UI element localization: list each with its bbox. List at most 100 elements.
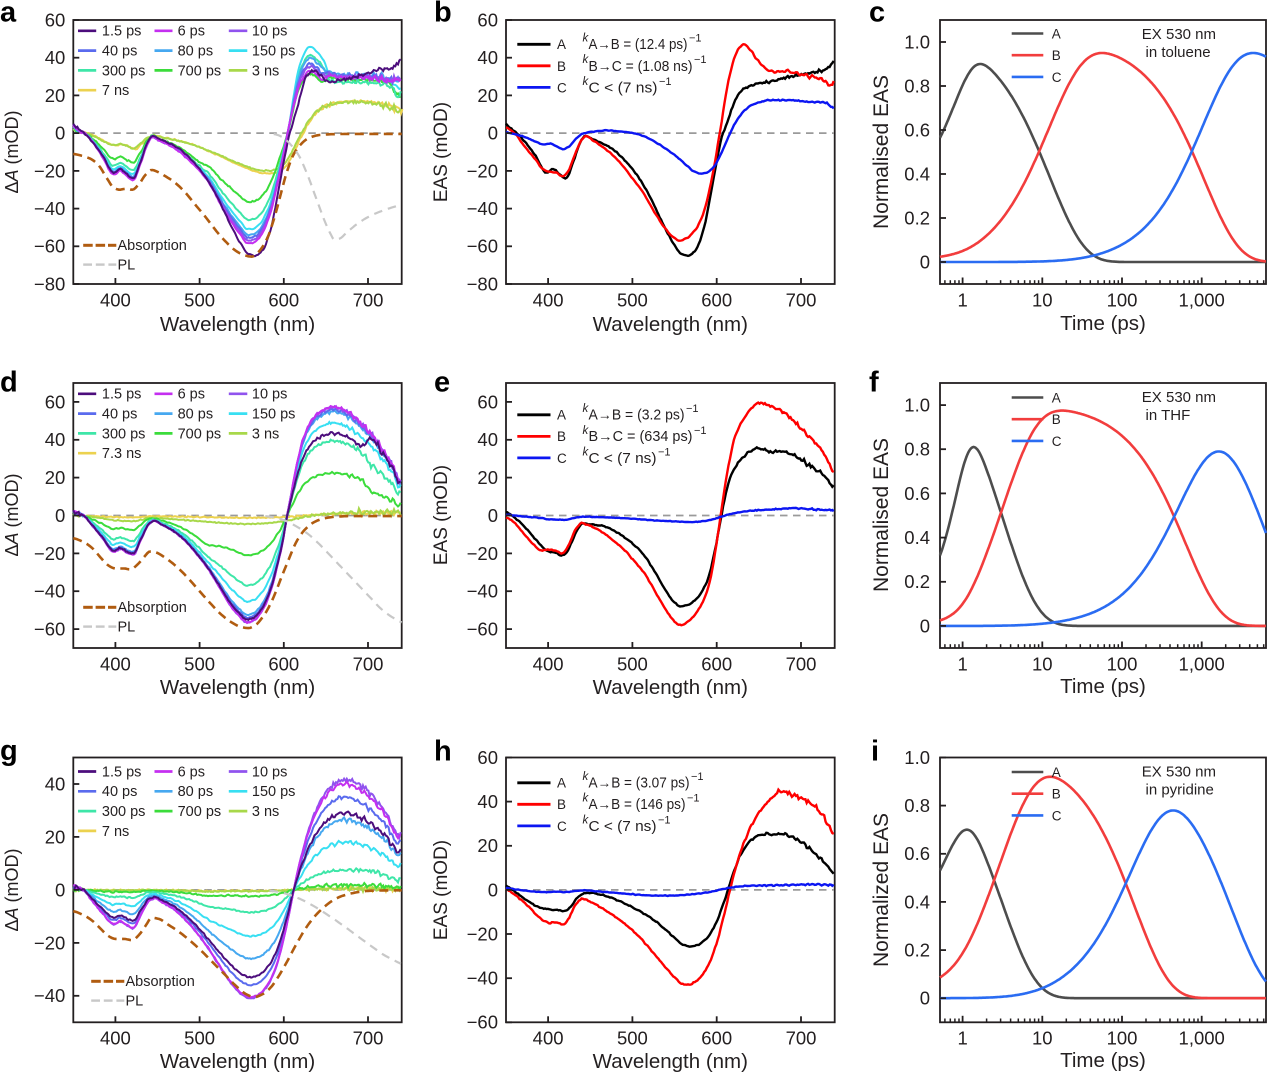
svg-text:Absorption: Absorption xyxy=(118,600,187,616)
svg-text:−1: −1 xyxy=(687,793,700,805)
svg-text:0.4: 0.4 xyxy=(904,891,930,912)
svg-text:B: B xyxy=(557,429,566,444)
svg-text:−20: −20 xyxy=(34,543,65,564)
svg-text:1.0: 1.0 xyxy=(904,747,930,768)
svg-text:60: 60 xyxy=(477,747,498,768)
svg-text:Absorption: Absorption xyxy=(126,974,195,990)
svg-text:6 ps: 6 ps xyxy=(178,764,205,780)
svg-text:0: 0 xyxy=(488,123,498,144)
svg-text:1,000: 1,000 xyxy=(1179,653,1225,674)
svg-text:0.8: 0.8 xyxy=(904,795,930,816)
svg-text:i: i xyxy=(871,736,879,768)
svg-text:k: k xyxy=(583,403,590,415)
svg-text:600: 600 xyxy=(701,1028,732,1049)
svg-text:40: 40 xyxy=(45,773,66,794)
svg-text:B: B xyxy=(1052,787,1061,802)
svg-text:PL: PL xyxy=(118,258,136,274)
svg-text:C: C xyxy=(557,451,567,466)
svg-text:1.5 ps: 1.5 ps xyxy=(102,24,141,40)
svg-text:700: 700 xyxy=(786,289,817,310)
svg-text:500: 500 xyxy=(184,1028,215,1049)
svg-text:A: A xyxy=(557,776,566,791)
svg-text:150 ps: 150 ps xyxy=(252,784,296,800)
svg-text:−20: −20 xyxy=(467,923,498,944)
svg-text:Time (ps): Time (ps) xyxy=(1060,1049,1146,1072)
svg-text:400: 400 xyxy=(100,653,131,674)
svg-text:700 ps: 700 ps xyxy=(178,804,222,820)
svg-text:500: 500 xyxy=(617,1028,648,1049)
svg-text:−80: −80 xyxy=(34,273,65,294)
svg-text:60: 60 xyxy=(477,391,498,412)
svg-text:−40: −40 xyxy=(467,198,498,219)
svg-text:150 ps: 150 ps xyxy=(252,44,296,60)
svg-text:400: 400 xyxy=(100,1028,131,1049)
svg-text:k: k xyxy=(583,54,590,66)
svg-text:400: 400 xyxy=(100,289,131,310)
svg-text:−20: −20 xyxy=(34,160,65,181)
svg-text:60: 60 xyxy=(45,9,66,30)
svg-text:EX 530 nm: EX 530 nm xyxy=(1142,764,1216,781)
svg-text:0.2: 0.2 xyxy=(904,207,930,228)
svg-text:20: 20 xyxy=(477,467,498,488)
svg-text:−60: −60 xyxy=(467,619,498,640)
svg-text:C: C xyxy=(557,819,567,834)
svg-text:300 ps: 300 ps xyxy=(102,804,146,820)
svg-text:3 ns: 3 ns xyxy=(252,426,279,442)
svg-text:700: 700 xyxy=(353,1028,384,1049)
svg-text:k: k xyxy=(583,33,590,45)
svg-text:0.2: 0.2 xyxy=(904,940,930,961)
svg-text:600: 600 xyxy=(701,653,732,674)
svg-text:A→B = (3.07 ps): A→B = (3.07 ps) xyxy=(589,776,690,792)
svg-text:b: b xyxy=(434,0,452,29)
svg-text:C: C xyxy=(1052,434,1062,449)
svg-text:−1: −1 xyxy=(686,403,699,415)
svg-text:60: 60 xyxy=(45,391,66,412)
svg-text:0.6: 0.6 xyxy=(904,843,930,864)
svg-text:Time (ps): Time (ps) xyxy=(1060,675,1146,698)
svg-text:1: 1 xyxy=(957,1028,967,1049)
svg-text:700: 700 xyxy=(353,653,384,674)
svg-text:PL: PL xyxy=(126,994,144,1010)
svg-text:700: 700 xyxy=(786,1028,817,1049)
svg-text:10 ps: 10 ps xyxy=(252,24,287,40)
svg-text:−20: −20 xyxy=(34,932,65,953)
svg-text:Normalized EAS: Normalized EAS xyxy=(870,813,893,967)
svg-text:Wavelength (nm): Wavelength (nm) xyxy=(160,313,315,336)
svg-text:600: 600 xyxy=(701,289,732,310)
svg-text:−80: −80 xyxy=(467,273,498,294)
svg-text:40 ps: 40 ps xyxy=(102,407,137,423)
svg-text:7 ns: 7 ns xyxy=(102,83,129,99)
svg-text:Normalised EAS: Normalised EAS xyxy=(870,75,893,229)
svg-text:500: 500 xyxy=(617,289,648,310)
svg-text:1,000: 1,000 xyxy=(1179,289,1225,310)
svg-text:−60: −60 xyxy=(467,1012,498,1033)
svg-text:40: 40 xyxy=(477,47,498,68)
svg-text:Wavelength (nm): Wavelength (nm) xyxy=(593,676,748,699)
svg-text:−40: −40 xyxy=(467,968,498,989)
svg-text:10 ps: 10 ps xyxy=(252,387,287,403)
svg-text:−20: −20 xyxy=(467,543,498,564)
svg-text:20: 20 xyxy=(45,826,66,847)
svg-text:in toluene: in toluene xyxy=(1146,44,1211,61)
svg-text:C < (7 ns): C < (7 ns) xyxy=(589,819,657,835)
svg-text:h: h xyxy=(434,736,452,768)
svg-text:0: 0 xyxy=(920,988,930,1009)
svg-text:f: f xyxy=(869,367,879,399)
svg-text:400: 400 xyxy=(533,289,564,310)
svg-text:C: C xyxy=(1052,70,1062,85)
svg-text:−40: −40 xyxy=(34,581,65,602)
svg-text:0: 0 xyxy=(55,879,65,900)
svg-text:700: 700 xyxy=(786,653,817,674)
svg-text:0: 0 xyxy=(55,505,65,526)
svg-text:0: 0 xyxy=(920,615,930,636)
svg-text:A→B = (146 ps): A→B = (146 ps) xyxy=(589,797,686,813)
svg-text:EAS (mOD): EAS (mOD) xyxy=(431,102,452,202)
svg-text:A→B = (3.2 ps): A→B = (3.2 ps) xyxy=(589,408,685,424)
svg-text:1: 1 xyxy=(957,289,967,310)
svg-text:Time (ps): Time (ps) xyxy=(1060,312,1146,335)
svg-text:40: 40 xyxy=(477,791,498,812)
svg-text:a: a xyxy=(0,0,17,29)
svg-text:EAS (mOD): EAS (mOD) xyxy=(431,465,452,565)
svg-text:k: k xyxy=(583,425,590,437)
svg-text:600: 600 xyxy=(268,1028,299,1049)
